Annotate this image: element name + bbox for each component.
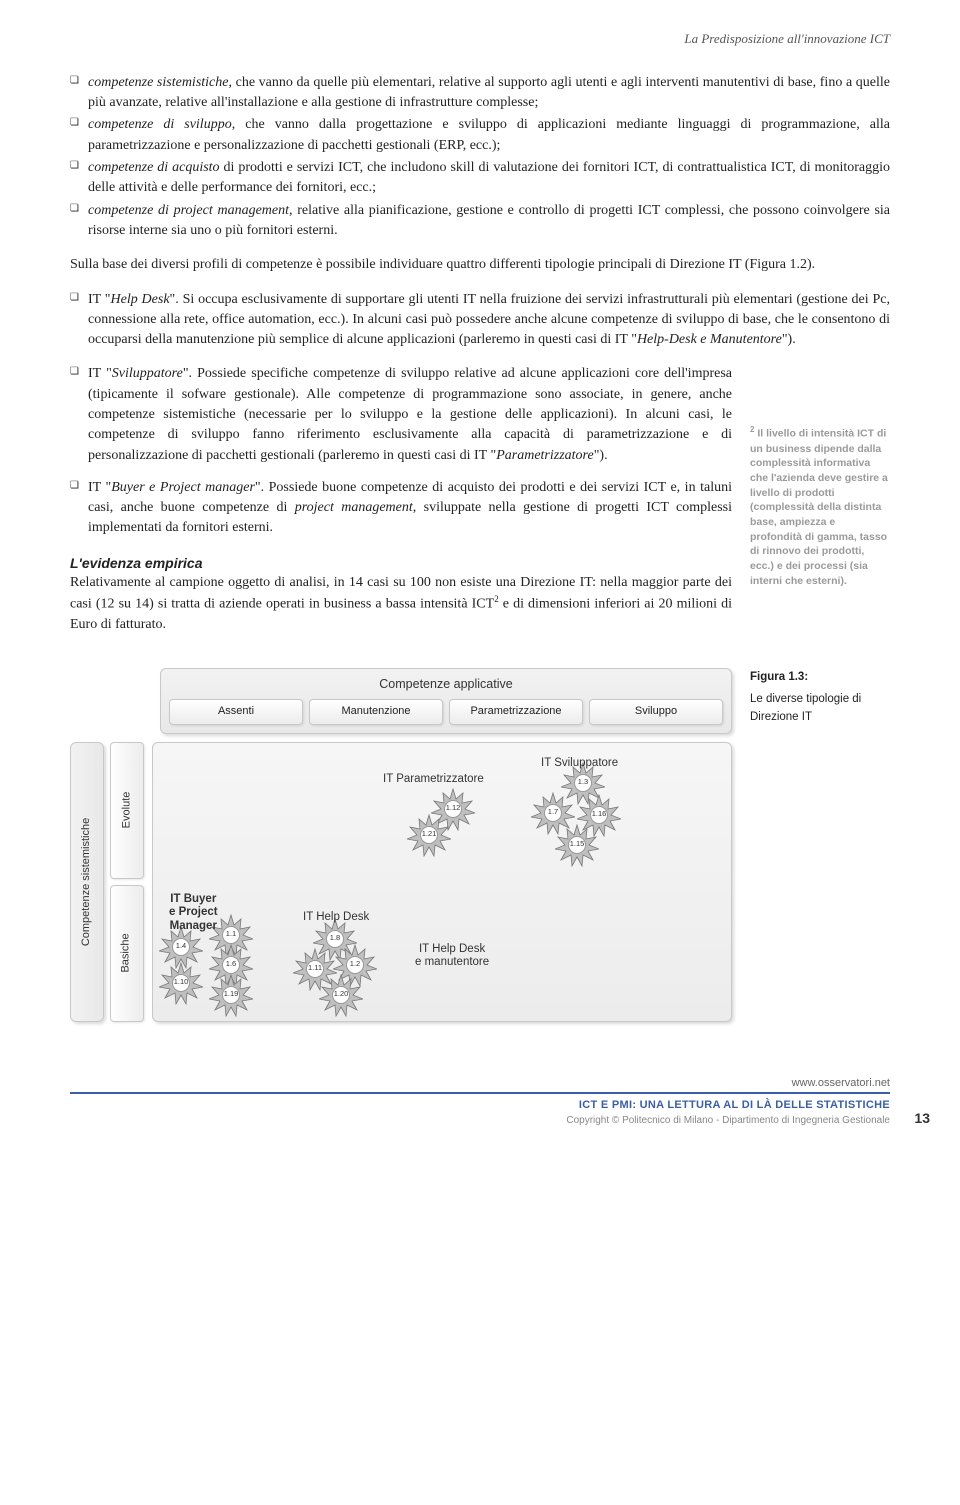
data-point-label: 1.2 [346,956,364,974]
page-footer: www.osservatori.net ICT E PMI: UNA LETTU… [70,1070,890,1128]
list-item: IT "Help Desk". Si occupa esclusivamente… [70,290,890,351]
data-point-label: 1.19 [222,986,240,1004]
axis-cell: Manutenzione [309,699,443,725]
two-column-block: IT "Sviluppatore". Possiede specifiche c… [70,364,890,649]
data-point-label: 1.15 [568,836,586,854]
term: competenze di acquisto [88,160,220,175]
competence-list: competenze sistemistiche, che vanno da q… [70,73,890,241]
data-point-label: 1.1 [222,926,240,944]
axis-cell: Evolute [110,742,144,879]
axis-title-vertical: Competenze sistemistiche [70,742,104,1022]
data-point-star: 1.20 [319,973,363,1017]
footer-title: ICT E PMI: UNA LETTURA AL DI LÀ DELLE ST… [70,1098,890,1114]
data-point-label: 1.4 [172,938,190,956]
figure-caption: Figura 1.3: Le diverse tipologie di Dire… [750,668,890,727]
data-point-label: 1.6 [222,956,240,974]
running-head: La Predisposizione all'innovazione ICT [70,30,890,49]
data-point-label: 1.7 [544,804,562,822]
data-point-label: 1.20 [332,986,350,1004]
list-item: competenze di sviluppo, che vanno dalla … [70,115,890,156]
figure-left-axis: Competenze sistemistiche Evolute Basiche [70,742,144,1022]
body-text: competenze sistemistiche, che vanno da q… [70,73,890,650]
data-point-star: 1.19 [209,973,253,1017]
axis-cell: Assenti [169,699,303,725]
term: competenze di project management [88,203,289,218]
page: La Predisposizione all'innovazione ICT c… [0,0,960,1148]
cluster-label: IT Parametrizzatore [383,773,484,787]
list-item: IT "Sviluppatore". Possiede specifiche c… [70,364,732,465]
main-column: IT "Sviluppatore". Possiede specifiche c… [70,364,732,649]
list-item: competenze di acquisto di prodotti e ser… [70,158,890,199]
figure-top-axis: Competenze applicative Assenti Manutenzi… [160,668,732,734]
data-point-star: 1.21 [407,813,451,857]
paragraph: Sulla base dei diversi profili di compet… [70,255,890,275]
axis-cell: Parametrizzazione [449,699,583,725]
term: competenze sistemistiche [88,75,228,90]
it-types-list-cont: IT "Sviluppatore". Possiede specifiche c… [70,364,732,538]
data-point-star: 1.15 [555,823,599,867]
footer-rule [70,1092,890,1094]
page-number: 13 [914,1108,930,1128]
term: competenze di sviluppo [88,117,232,132]
subheading: L'evidenza empirica [70,553,732,573]
data-point-label: 1.3 [574,774,592,792]
it-types-list: IT "Help Desk". Si occupa esclusivamente… [70,290,890,351]
axis-cell: Basiche [110,885,144,1022]
axis-cell: Sviluppo [589,699,723,725]
sidenote: 2 Il livello di intensità ICT di un busi… [750,364,890,588]
figure-canvas: 1.41.101.11.61.191.81.111.21.201.121.211… [152,742,732,1022]
list-item: IT "Buyer e Project manager". Possiede b… [70,478,732,539]
list-item: competenze sistemistiche, che vanno da q… [70,73,890,114]
figure: Competenze applicative Assenti Manutenzi… [70,668,732,1022]
list-item: competenze di project management, relati… [70,201,890,242]
data-point-star: 1.10 [159,961,203,1005]
cluster-label: IT Sviluppatore [541,757,618,771]
footer-copyright: Copyright © Politecnico di Milano - Dipa… [70,1114,890,1129]
data-point-label: 1.21 [420,826,438,844]
caption-title: Figura 1.3: [750,668,890,686]
cluster-label: IT Help Desk e manutentore [415,943,489,971]
cluster-label: IT Buyer e Project Manager [169,893,218,934]
cluster-label: IT Help Desk [303,911,369,925]
paragraph: Relativamente al campione oggetto di ana… [70,573,732,636]
figure-row: Competenze applicative Assenti Manutenzi… [70,668,890,1022]
axis-cells-vertical: Evolute Basiche [110,742,144,1022]
figure-body: Competenze sistemistiche Evolute Basiche… [70,742,732,1022]
data-point-label: 1.16 [590,806,608,824]
data-point-label: 1.10 [172,974,190,992]
footnote-text: Il livello di intensità ICT di un busine… [750,428,888,587]
axis-title: Competenze applicative [169,675,723,693]
caption-text: Le diverse tipologie di Direzione IT [750,693,861,723]
axis-cells: Assenti Manutenzione Parametrizzazione S… [169,699,723,725]
footer-url: www.osservatori.net [70,1076,890,1092]
